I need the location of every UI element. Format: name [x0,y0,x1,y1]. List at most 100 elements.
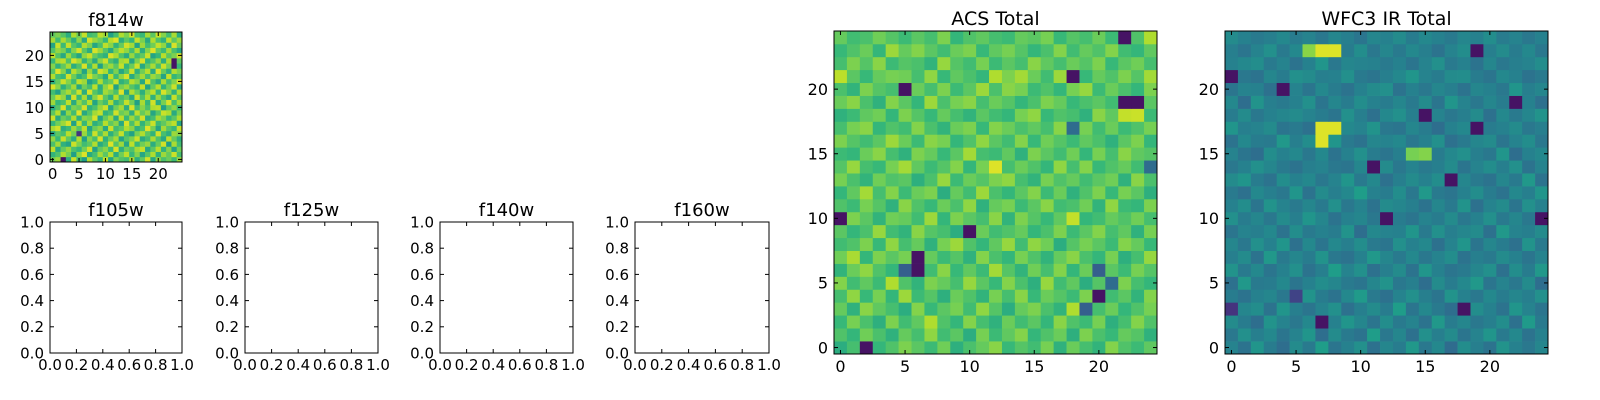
heatmap-cell [1496,315,1510,329]
heatmap-cell [118,68,125,74]
heatmap-cell [989,173,1003,187]
heatmap-cell [1053,173,1067,187]
heatmap-cell [176,68,183,74]
heatmap-cell [176,37,183,43]
heatmap-cell [166,58,172,64]
heatmap-cell [1522,82,1536,96]
heatmap-cell [1457,82,1471,96]
heatmap-cell [937,263,951,277]
heatmap-cell [118,141,125,147]
heatmap-cell [176,99,183,106]
heatmap-cell [50,63,56,69]
heatmap-cell [171,94,178,100]
heatmap-cell [1144,134,1158,148]
heatmap-cell [1105,315,1119,329]
heatmap-cell [872,95,887,109]
heatmap-cell [1444,134,1458,148]
heatmap-cell [950,69,964,84]
heatmap-cell [139,115,146,121]
heatmap-cell [1105,224,1119,239]
heatmap-cell [1392,328,1407,342]
heatmap-cell [1144,276,1158,290]
heatmap-cell [1250,263,1265,277]
heatmap-cell [118,104,125,111]
heatmap-cell [160,156,167,163]
x-tick-label: 0.6 [508,356,532,374]
heatmap-cell [1405,198,1420,213]
heatmap-cell [872,31,887,45]
heatmap-cell [1131,95,1145,109]
heatmap-cell [1367,173,1381,187]
x-tick-label: 20 [1089,357,1109,376]
heatmap-cell [1276,56,1290,71]
heatmap-cell [898,237,912,251]
heatmap-cell [81,110,88,116]
heatmap-cell [1027,237,1042,251]
heatmap-cell [898,289,912,303]
heatmap-cell [86,94,93,100]
heatmap-cell [1092,147,1106,161]
heatmap-cell [911,302,925,316]
heatmap-cell [1105,341,1119,355]
heatmap-cell [1014,341,1029,355]
heatmap-cell [1367,82,1381,96]
heatmap-cell [86,156,93,163]
heatmap-cell [885,341,899,355]
x-tick-label: 0.6 [313,356,337,374]
heatmap-cell [171,125,178,132]
heatmap-cell [1431,121,1445,135]
heatmap-cell [50,58,56,64]
heatmap-cell [160,94,167,100]
heatmap-cell [1328,250,1342,264]
heatmap-cell [963,276,977,290]
heatmap-cell [71,78,77,85]
heatmap-cell [1354,211,1368,226]
heatmap-cell [129,151,135,158]
heatmap-cell [150,73,156,80]
heatmap-cell [1341,341,1355,355]
heatmap-cell [898,224,912,239]
y-tick-label: 0.0 [605,344,629,362]
heatmap-cell [924,43,938,58]
heatmap-cell [1315,237,1329,251]
heatmap-cell [118,94,125,100]
heatmap-cell [1405,95,1420,109]
heatmap-cell [1144,121,1158,135]
heatmap-cell [1263,43,1278,58]
heatmap-cell [1105,147,1119,161]
heatmap-cell [155,63,162,69]
heatmap-cell [1040,186,1054,200]
heatmap-cell [1535,211,1549,226]
heatmap-cell [1014,173,1029,187]
heatmap-cell [50,89,56,95]
heatmap-cell [108,94,114,100]
heatmap-cell [155,151,162,158]
heatmap-cell [1276,315,1290,329]
heatmap-cell [92,89,98,95]
heatmap-cell [846,302,861,316]
heatmap-cell [1405,56,1420,71]
heatmap-cell [898,276,912,290]
heatmap-cell [71,73,77,80]
heatmap-cell [65,136,72,142]
heatmap-cell [1302,121,1316,135]
heatmap-cell [97,141,104,147]
heatmap-cell [898,43,912,58]
heatmap-cell [911,250,925,264]
heatmap-cell [885,250,899,264]
heatmap-cell [1263,69,1278,84]
heatmap-cell [1522,173,1536,187]
heatmap-cell [898,160,912,174]
x-tick-label: 5 [900,357,910,376]
heatmap-cell [108,32,114,38]
heatmap-cell [123,52,130,59]
y-tick-label: 0 [818,338,828,357]
heatmap-cell [1522,95,1536,109]
heatmap-cell [1470,121,1484,135]
heatmap-cell [834,315,848,329]
heatmap-cell [50,94,56,100]
heatmap-cell [123,146,130,152]
heatmap-cell [1418,341,1433,355]
heatmap-cell [123,63,130,69]
heatmap-cell [166,47,172,54]
